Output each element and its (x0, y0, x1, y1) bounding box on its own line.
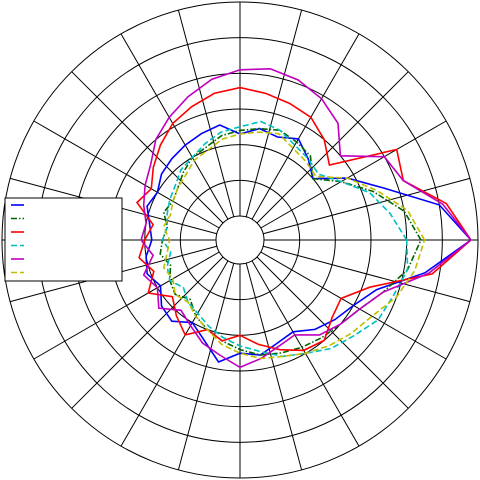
radial-grid-circle (215, 215, 265, 265)
legend-box (4, 197, 123, 282)
series-line (145, 124, 473, 363)
series-line (161, 120, 409, 358)
series-line (140, 67, 473, 369)
radial-grid-circle (179, 179, 301, 301)
legend (4, 197, 123, 282)
series-line (162, 131, 426, 360)
series-line (135, 86, 472, 352)
